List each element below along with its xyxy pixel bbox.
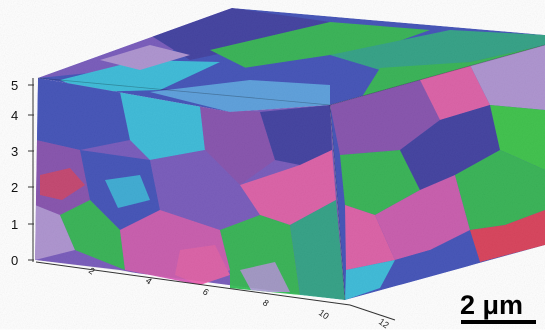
x-tick-label: 2 [87, 265, 97, 276]
block-edges [37, 44, 545, 301]
scale-bar: 2 μm [460, 290, 536, 324]
x-tick-label: 4 [144, 275, 154, 286]
x-tick-label: 10 [317, 307, 331, 321]
z-tick-label: 4 [11, 108, 18, 123]
z-tick-label: 2 [11, 180, 18, 195]
scale-bar-line [461, 320, 536, 324]
x-tick-label: 12 [377, 316, 391, 330]
x-tick-label: 8 [261, 297, 271, 308]
z-tick-label: 5 [11, 78, 18, 93]
z-tick-label: 3 [11, 144, 18, 159]
z-axis: 0 1 2 3 4 5 [11, 78, 34, 268]
x-axis: 2 4 6 8 10 12 [35, 261, 396, 330]
scale-bar-label: 2 μm [460, 290, 523, 320]
grain-texture [35, 8, 545, 300]
x-tick-label: 6 [201, 286, 211, 297]
z-tick-label: 0 [11, 253, 18, 268]
z-tick-label: 1 [11, 217, 18, 232]
